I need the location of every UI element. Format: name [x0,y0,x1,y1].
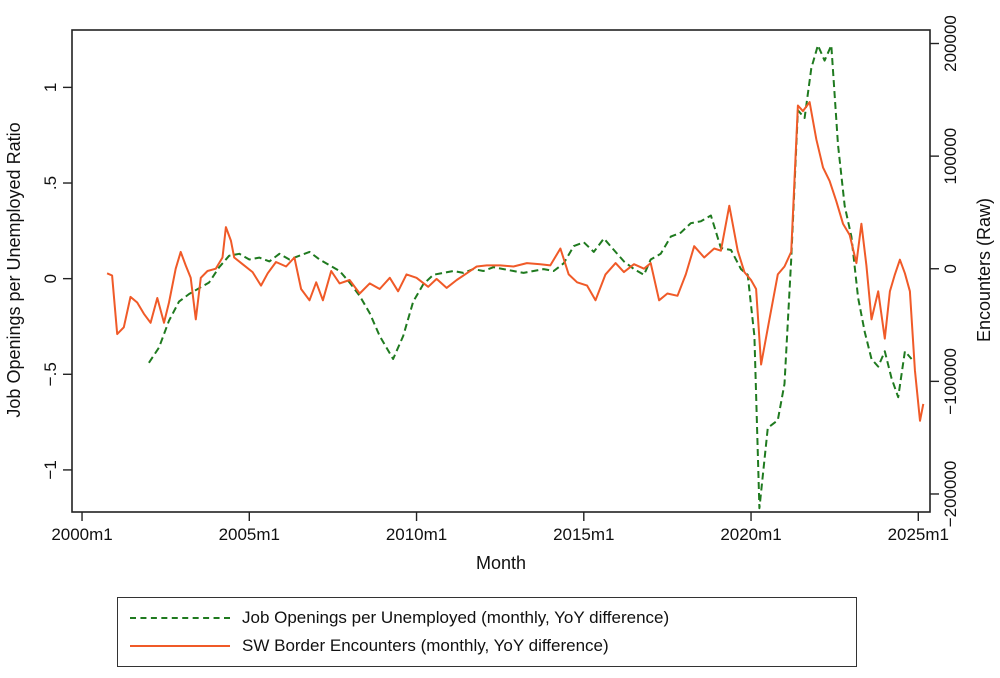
y-left-axis-title: Job Openings per Unemployed Ratio [4,122,24,417]
x-tick-label: 2005m1 [219,525,280,544]
x-axis-ticks: 2000m1 2005m1 2010m1 2015m1 2020m1 2025m1 [51,512,949,544]
x-tick-label: 2010m1 [386,525,447,544]
y-left-tick-label: 1 [41,83,60,92]
dashed-line-icon [130,617,230,619]
legend-label: SW Border Encounters (monthly, YoY diffe… [242,636,609,655]
y-left-tick-label: −1 [41,460,60,479]
y-right-axis-title: Encounters (Raw) [974,198,994,342]
y-right-tick-label: 100000 [941,128,960,185]
y-left-axis-ticks: −1 −.5 0 .5 1 [41,83,72,480]
y-right-tick-label: −100000 [941,348,960,415]
y-left-tick-label: −.5 [41,362,60,386]
plot-area [71,29,931,513]
legend: Job Openings per Unemployed (monthly, Yo… [117,597,857,667]
legend-label: Job Openings per Unemployed (monthly, Yo… [242,608,670,627]
x-tick-label: 2015m1 [553,525,614,544]
y-left-tick-label: .5 [41,176,60,190]
y-right-tick-label: 0 [941,264,960,273]
x-tick-label: 2025m1 [888,525,949,544]
x-tick-label: 2000m1 [51,525,112,544]
series-border-encounters-line [106,101,925,422]
y-right-tick-label: 200000 [941,15,960,72]
y-left-tick-label: 0 [41,274,60,283]
solid-line-icon [130,645,230,647]
legend-item-border-encounters: SW Border Encounters (monthly, YoY diffe… [118,632,609,660]
y-right-tick-label: −200000 [941,461,960,528]
x-tick-label: 2020m1 [720,525,781,544]
series-layer [106,44,925,510]
legend-item-job-openings: Job Openings per Unemployed (monthly, Yo… [118,604,669,632]
series-job-openings-line [148,44,913,510]
y-right-axis-ticks: −200000 −100000 0 100000 200000 [930,15,960,527]
x-axis-title: Month [476,553,526,573]
